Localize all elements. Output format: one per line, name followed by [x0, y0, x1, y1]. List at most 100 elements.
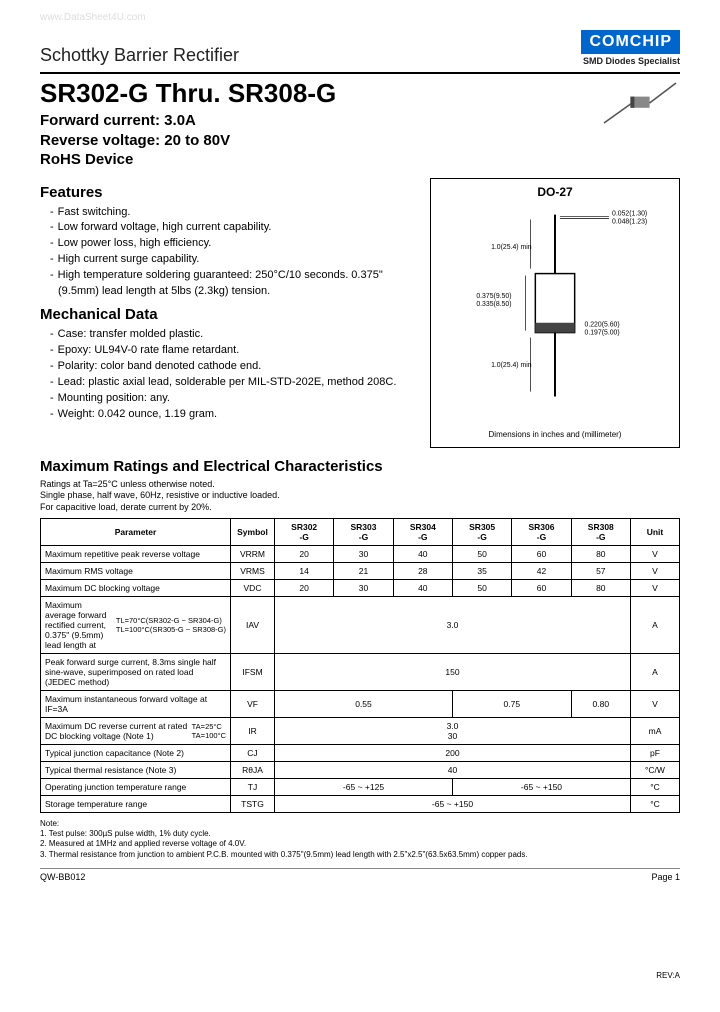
table-row: Maximum repetitive peak reverse voltageV… [41, 545, 680, 562]
table-header: SR305-G [452, 518, 511, 545]
value-cell: 3.0 [275, 596, 631, 653]
mechanical-item: Epoxy: UL94V-0 rate flame retardant. [50, 343, 418, 359]
value-cell: -65 ~ +125 [275, 778, 453, 795]
page-number: Page 1 [651, 872, 680, 882]
table-row: Operating junction temperature rangeTJ-6… [41, 778, 680, 795]
table-header: SR303-G [334, 518, 393, 545]
symbol-cell: IFSM [231, 653, 275, 690]
unit-cell: V [630, 690, 679, 717]
table-header: SR306-G [512, 518, 571, 545]
table-header: Symbol [231, 518, 275, 545]
dim-lead-len-bot: 1.0(25.4) min [491, 362, 532, 369]
note-item: 1. Test pulse: 300µS pulse width, 1% dut… [40, 829, 680, 839]
mechanical-item: Lead: plastic axial lead, solderable per… [50, 375, 418, 391]
unit-cell: mA [630, 717, 679, 744]
dim-body-w2: 0.197(5.00) [585, 329, 620, 336]
value-cell: 35 [452, 562, 511, 579]
value-cell: 40 [393, 545, 452, 562]
value-cell: 200 [275, 744, 631, 761]
value-cell: 50 [452, 545, 511, 562]
unit-cell: V [630, 545, 679, 562]
unit-cell: A [630, 596, 679, 653]
main-header: SR302-G Thru. SR308-G Forward current: 3… [40, 78, 680, 170]
value-cell: 150 [275, 653, 631, 690]
category-title: Schottky Barrier Rectifier [40, 45, 239, 66]
features-list: Fast switching.Low forward voltage, high… [40, 205, 418, 301]
param-cell: Typical junction capacitance (Note 2) [41, 744, 231, 761]
value-cell: 30 [334, 579, 393, 596]
symbol-cell: IAV [231, 596, 275, 653]
table-row: Maximum RMS voltageVRMS142128354257V [41, 562, 680, 579]
unit-cell: °C [630, 778, 679, 795]
value-cell: 57 [571, 562, 630, 579]
table-row: Maximum instantaneous forward voltage at… [41, 690, 680, 717]
spec-forward-current: Forward current: 3.0A [40, 111, 336, 131]
value-cell: 28 [393, 562, 452, 579]
datasheet-page: www.DataSheet4U.com Schottky Barrier Rec… [0, 0, 720, 1012]
package-title: DO-27 [437, 185, 673, 199]
dim-lead-top: 0.052(1.30) [612, 210, 647, 217]
unit-cell: V [630, 579, 679, 596]
value-cell: 0.80 [571, 690, 630, 717]
mechanical-item: Mounting position: any. [50, 391, 418, 407]
feature-item: Low forward voltage, high current capabi… [50, 220, 418, 236]
table-row: Typical thermal resistance (Note 3)RθJA4… [41, 761, 680, 778]
symbol-cell: VRRM [231, 545, 275, 562]
page-footer: QW-BB012 Page 1 [40, 868, 680, 882]
value-cell: 0.75 [452, 690, 571, 717]
value-cell: 40 [275, 761, 631, 778]
value-cell: 42 [512, 562, 571, 579]
symbol-cell: IR [231, 717, 275, 744]
param-cell: Maximum repetitive peak reverse voltage [41, 545, 231, 562]
value-cell: 60 [512, 545, 571, 562]
features-heading: Features [40, 184, 418, 201]
param-cell: Peak forward surge current, 8.3ms single… [41, 653, 231, 690]
package-column: DO-27 0.052(1.30) 0.048(1.23) 1.0(25.4) … [430, 178, 680, 448]
logo-block: COMCHIP SMD Diodes Specialist [581, 30, 680, 66]
ratings-note: Ratings at Ta=25°C unless otherwise note… [40, 479, 680, 514]
table-row: Maximum average forward rectified curren… [41, 596, 680, 653]
note-item: 3. Thermal resistance from junction to a… [40, 850, 680, 860]
mechanical-heading: Mechanical Data [40, 306, 418, 323]
mechanical-item: Polarity: color band denoted cathode end… [50, 359, 418, 375]
unit-cell: A [630, 653, 679, 690]
value-cell: -65 ~ +150 [275, 795, 631, 812]
symbol-cell: TJ [231, 778, 275, 795]
table-header: SR304-G [393, 518, 452, 545]
package-drawing: 0.052(1.30) 0.048(1.23) 1.0(25.4) min 0.… [437, 203, 673, 413]
param-cell: Storage temperature range [41, 795, 231, 812]
value-cell: 60 [512, 579, 571, 596]
value-cell: 3.030 [275, 717, 631, 744]
footer-notes: Note: 1. Test pulse: 300µS pulse width, … [40, 819, 680, 861]
doc-number: QW-BB012 [40, 872, 85, 882]
param-cell: Maximum DC blocking voltage [41, 579, 231, 596]
symbol-cell: VRMS [231, 562, 275, 579]
unit-cell: V [630, 562, 679, 579]
package-caption: Dimensions in inches and (millimeter) [431, 430, 679, 439]
table-row: Peak forward surge current, 8.3ms single… [41, 653, 680, 690]
value-cell: 80 [571, 579, 630, 596]
feature-item: High current surge capability. [50, 252, 418, 268]
table-header: Unit [630, 518, 679, 545]
mechanical-item: Weight: 0.042 ounce, 1.19 gram. [50, 407, 418, 423]
ratings-table: ParameterSymbolSR302-GSR303-GSR304-GSR30… [40, 518, 680, 813]
symbol-cell: TSTG [231, 795, 275, 812]
table-row: Storage temperature rangeTSTG-65 ~ +150°… [41, 795, 680, 812]
table-row: Typical junction capacitance (Note 2)CJ2… [41, 744, 680, 761]
content-left: Features Fast switching.Low forward volt… [40, 178, 418, 448]
watermark: www.DataSheet4U.com [40, 12, 146, 23]
param-cell: Maximum DC reverse current at rated DC b… [41, 717, 231, 744]
value-cell: 20 [275, 579, 334, 596]
value-cell: 0.55 [275, 690, 453, 717]
revision: REV:A [656, 971, 680, 980]
symbol-cell: CJ [231, 744, 275, 761]
value-cell: 80 [571, 545, 630, 562]
table-header: SR308-G [571, 518, 630, 545]
param-cell: Maximum instantaneous forward voltage at… [41, 690, 231, 717]
dim-lead-len-top: 1.0(25.4) min [491, 244, 532, 251]
tagline: SMD Diodes Specialist [581, 56, 680, 66]
param-cell: Operating junction temperature range [41, 778, 231, 795]
symbol-cell: VF [231, 690, 275, 717]
param-cell: Maximum average forward rectified curren… [41, 596, 231, 653]
top-bar: Schottky Barrier Rectifier COMCHIP SMD D… [40, 30, 680, 66]
